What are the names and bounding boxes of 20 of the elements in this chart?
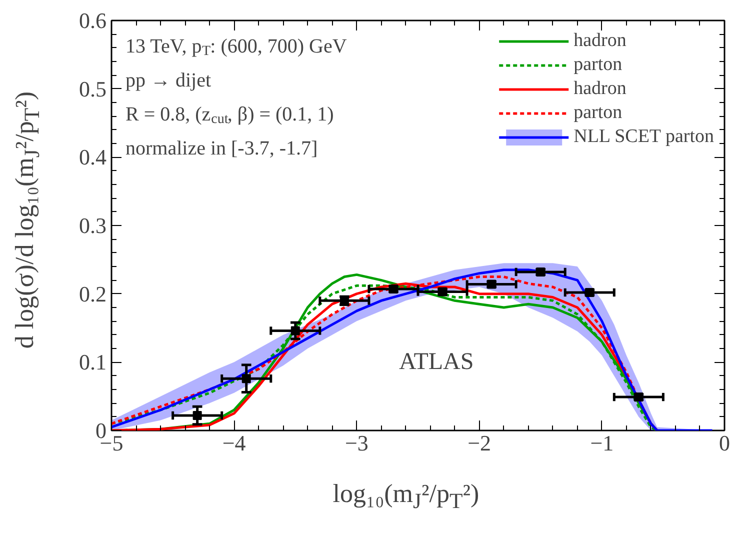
y-tick-label: 0.3 — [79, 213, 106, 238]
legend-label: parton — [574, 54, 622, 76]
legend-label: parton — [574, 102, 622, 124]
x-axis-title: log₁₀(m$_{J}$²/p$_{T}$²) — [332, 478, 480, 516]
x-tick-label: −3 — [344, 430, 368, 456]
x-tick-label: −2 — [468, 430, 492, 456]
x-tick-label: −4 — [222, 430, 246, 456]
annotation: normalize in [-3.7, -1.7] — [126, 138, 318, 160]
x-tick-label: −1 — [590, 430, 614, 456]
legend-label: hadron — [574, 78, 626, 100]
y-tick-label: 0.2 — [79, 281, 106, 306]
annotation: ATLAS — [399, 349, 474, 376]
y-tick-label: 0.5 — [79, 76, 106, 102]
y-tick-label: 0.6 — [79, 8, 106, 33]
legend-label: hadron — [574, 30, 626, 52]
y-tick-label: 0.1 — [79, 350, 106, 375]
legend-label: NLL SCET parton — [574, 126, 714, 148]
y-tick-label: 0.4 — [79, 144, 106, 170]
x-tick-label: 0 — [719, 430, 730, 456]
annotation: pp → dijet — [126, 70, 212, 92]
